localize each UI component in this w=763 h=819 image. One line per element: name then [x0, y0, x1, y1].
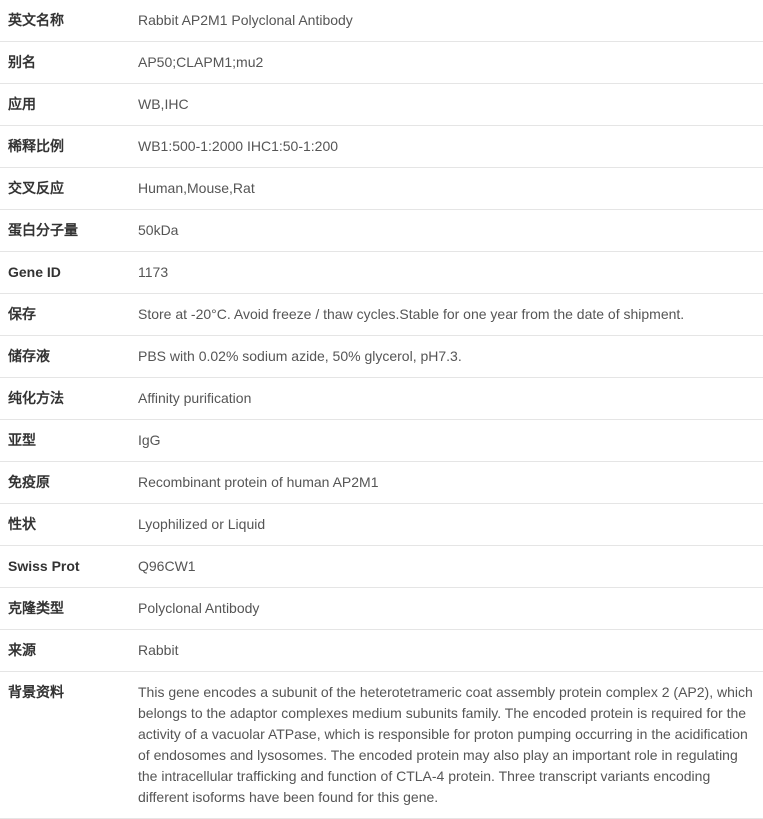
row-value: Affinity purification [130, 378, 763, 420]
row-label: 应用 [0, 84, 130, 126]
row-label: 稀释比例 [0, 126, 130, 168]
row-value: This gene encodes a subunit of the heter… [130, 672, 763, 819]
table-row: Gene ID 1173 [0, 252, 763, 294]
row-label: 亚型 [0, 420, 130, 462]
table-row: 蛋白分子量 50kDa [0, 210, 763, 252]
row-value: Rabbit AP2M1 Polyclonal Antibody [130, 0, 763, 42]
row-label: 储存液 [0, 336, 130, 378]
row-value: Store at -20°C. Avoid freeze / thaw cycl… [130, 294, 763, 336]
spec-table: 英文名称 Rabbit AP2M1 Polyclonal Antibody 别名… [0, 0, 763, 819]
row-label: 来源 [0, 630, 130, 672]
table-row: 英文名称 Rabbit AP2M1 Polyclonal Antibody [0, 0, 763, 42]
table-row: 亚型 IgG [0, 420, 763, 462]
row-label: 纯化方法 [0, 378, 130, 420]
row-label: Gene ID [0, 252, 130, 294]
table-row: 来源 Rabbit [0, 630, 763, 672]
table-row: 保存 Store at -20°C. Avoid freeze / thaw c… [0, 294, 763, 336]
row-value: Rabbit [130, 630, 763, 672]
row-label: 性状 [0, 504, 130, 546]
row-label: 蛋白分子量 [0, 210, 130, 252]
row-value: Polyclonal Antibody [130, 588, 763, 630]
table-row: 储存液 PBS with 0.02% sodium azide, 50% gly… [0, 336, 763, 378]
row-value: Human,Mouse,Rat [130, 168, 763, 210]
row-value: 1173 [130, 252, 763, 294]
table-row: 免疫原 Recombinant protein of human AP2M1 [0, 462, 763, 504]
row-value: WB,IHC [130, 84, 763, 126]
table-row: 别名 AP50;CLAPM1;mu2 [0, 42, 763, 84]
row-value: AP50;CLAPM1;mu2 [130, 42, 763, 84]
row-label: 背景资料 [0, 672, 130, 819]
row-value: 50kDa [130, 210, 763, 252]
table-row: 纯化方法 Affinity purification [0, 378, 763, 420]
table-row: 应用 WB,IHC [0, 84, 763, 126]
row-value: IgG [130, 420, 763, 462]
row-value: Recombinant protein of human AP2M1 [130, 462, 763, 504]
table-row: 稀释比例 WB1:500-1:2000 IHC1:50-1:200 [0, 126, 763, 168]
row-label: 交叉反应 [0, 168, 130, 210]
table-row: 交叉反应 Human,Mouse,Rat [0, 168, 763, 210]
row-label: 保存 [0, 294, 130, 336]
table-row: 背景资料 This gene encodes a subunit of the … [0, 672, 763, 819]
row-value: Lyophilized or Liquid [130, 504, 763, 546]
table-row: 克隆类型 Polyclonal Antibody [0, 588, 763, 630]
row-label: 克隆类型 [0, 588, 130, 630]
table-row: 性状 Lyophilized or Liquid [0, 504, 763, 546]
row-label: 英文名称 [0, 0, 130, 42]
row-value: Q96CW1 [130, 546, 763, 588]
row-value: WB1:500-1:2000 IHC1:50-1:200 [130, 126, 763, 168]
row-label: 别名 [0, 42, 130, 84]
row-value: PBS with 0.02% sodium azide, 50% glycero… [130, 336, 763, 378]
table-row: Swiss Prot Q96CW1 [0, 546, 763, 588]
spec-table-body: 英文名称 Rabbit AP2M1 Polyclonal Antibody 别名… [0, 0, 763, 819]
row-label: Swiss Prot [0, 546, 130, 588]
row-label: 免疫原 [0, 462, 130, 504]
